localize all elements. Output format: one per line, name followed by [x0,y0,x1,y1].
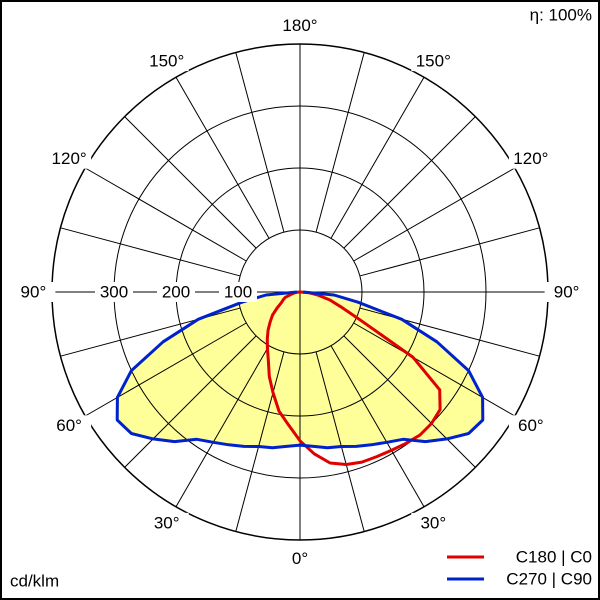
angle-label: 0° [292,549,308,568]
unit-label: cd/klm [10,571,59,590]
angle-label: 180° [282,16,317,35]
label-bg [411,51,456,72]
label-bg [47,415,92,436]
grid-spoke [235,351,285,532]
angle-label: 150° [149,52,184,71]
grid-spoke [353,167,516,262]
grid-spoke [343,116,476,249]
angle-label: 60° [56,416,82,435]
grid-spoke [330,345,425,508]
series-line [265,290,442,466]
grid-spoke [343,335,476,468]
label-bg [508,415,553,436]
grid-spoke [175,76,270,239]
angle-label: 60° [518,416,544,435]
grid-spoke [175,345,270,508]
grid-spoke [124,116,257,249]
angle-label: 120° [513,149,548,168]
r-tick-label: 100 [224,282,252,301]
label-bg [157,282,195,302]
angle-label: 120° [52,149,87,168]
efficiency: η: 100% [530,5,592,24]
grid-spoke [353,322,516,417]
legend-label: C180 | C0 [516,547,592,566]
r-tick-label: 300 [100,282,128,301]
label-bg [278,548,322,569]
angle-label: 150° [416,52,451,71]
legend-label: C270 | C90 [506,569,592,588]
angle-label: 90° [21,282,47,301]
angle-label: 30° [420,513,446,532]
grid-spoke [124,335,257,468]
grid-spoke [315,52,365,233]
label-bg [411,512,456,533]
angle-label: 90° [554,282,580,301]
grid-spoke [359,227,540,277]
curve-layer [115,290,485,466]
grid-spoke [84,322,247,417]
label-bg [11,282,56,302]
grid-spoke [315,351,365,532]
grid-spoke [235,52,285,233]
angle-label: 30° [154,513,180,532]
grid-spoke [330,76,425,239]
label-layer: 100 200 300 0° 30° 30° 60° 60° 90° 90° 120° 120° 150… [11,15,592,588]
label-bg [278,15,322,36]
label-bg [144,512,189,533]
label-bg [144,51,189,72]
grid-spoke [60,227,241,277]
series-line [115,290,485,450]
label-bg [47,148,92,169]
label-bg [219,282,257,302]
grid-spoke [84,167,247,262]
label-bg [508,148,553,169]
r-tick-label: 200 [162,282,190,301]
label-bg [95,282,133,302]
label-bg [544,282,589,302]
